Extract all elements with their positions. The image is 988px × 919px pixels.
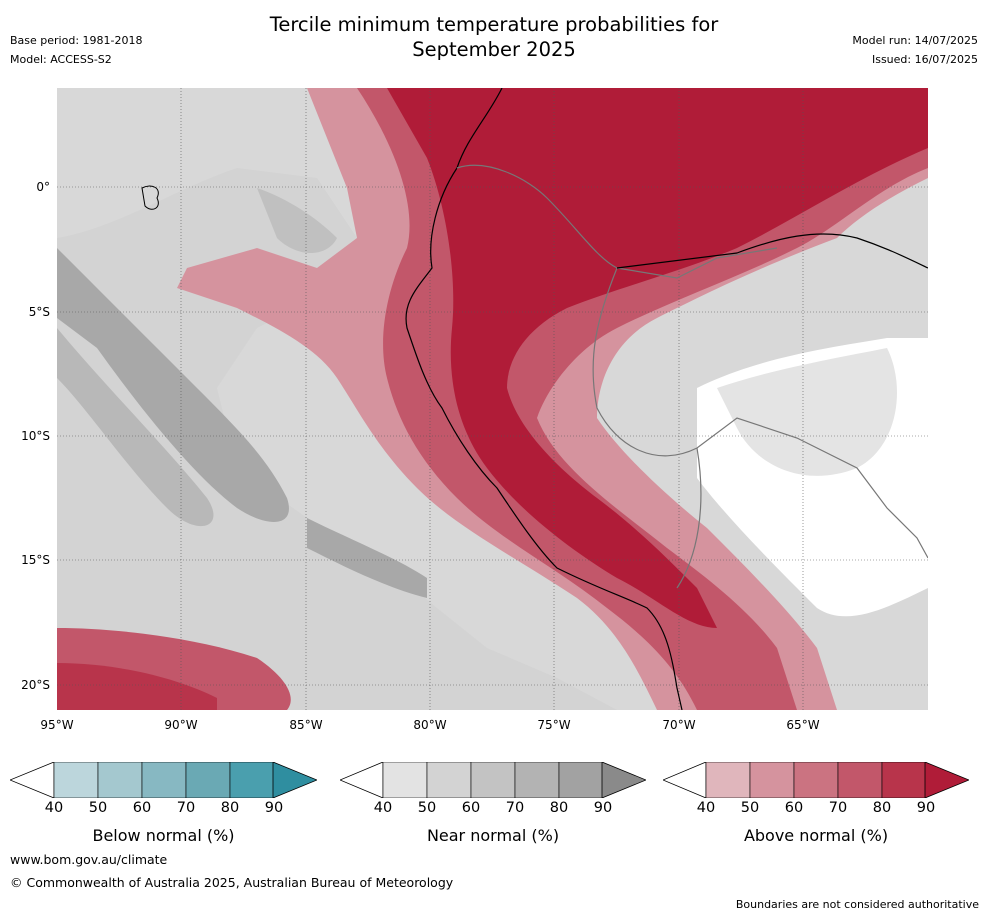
near-normal-60	[57, 328, 214, 527]
colorbar-swatch	[793, 761, 839, 799]
cbar-above-swatches	[705, 761, 927, 799]
probability-map	[57, 88, 928, 710]
colorbar-swatch	[185, 761, 231, 799]
near-normal-60b	[257, 188, 337, 253]
model-name: Model: ACCESS-S2	[10, 53, 112, 66]
colorbar-swatch	[229, 761, 275, 799]
title-line-2: September 2025	[412, 38, 576, 61]
near-normal-70	[57, 248, 289, 522]
meta-left: Base period: 1981-2018 Model: ACCESS-S2	[10, 31, 142, 69]
colorbar-near	[338, 761, 648, 799]
above-normal-90	[387, 88, 928, 628]
colorbar-above	[661, 761, 971, 799]
colorbar-swatch	[837, 761, 883, 799]
model-run: Model run: 14/07/2025	[852, 34, 978, 47]
colorbar-swatch	[470, 761, 516, 799]
cbar-near-max-arrow	[601, 761, 648, 799]
tick: 40	[44, 800, 64, 816]
cbar-above-ticks: 40 50 60 70 80 90	[691, 800, 961, 820]
base-period: Base period: 1981-2018	[10, 34, 143, 47]
colorbar-swatch	[53, 761, 99, 799]
tick: 80	[872, 800, 892, 816]
above-normal-south-80	[57, 663, 217, 710]
cbar-below-ticks: 40 50 60 70 80 90	[39, 800, 309, 820]
lat-label-15s: 15°S	[21, 553, 50, 567]
cbar-below-swatches	[53, 761, 275, 799]
lat-label-0: 0°	[36, 180, 50, 194]
amazon-river	[616, 233, 928, 269]
tick: 70	[176, 800, 196, 816]
galapagos-islands	[141, 185, 159, 210]
graticule	[57, 88, 928, 710]
tick: 50	[417, 800, 437, 816]
colorbar-swatch	[97, 761, 143, 799]
tick: 90	[916, 800, 936, 816]
lon-label-80w: 80°W	[413, 718, 447, 732]
cbar-above-max-arrow	[924, 761, 971, 799]
lat-label-5s: 5°S	[28, 305, 50, 319]
tick: 80	[549, 800, 569, 816]
tick: 80	[220, 800, 240, 816]
cbar-above-min-arrow	[661, 761, 707, 799]
tick: 60	[784, 800, 804, 816]
near-normal-50	[57, 168, 617, 710]
title-line-1: Tercile minimum temperature probabilitie…	[269, 13, 719, 36]
lon-label-70w: 70°W	[662, 718, 696, 732]
tick: 70	[828, 800, 848, 816]
colorbar-near-svg	[338, 761, 648, 799]
tick: 40	[373, 800, 393, 816]
near-normal-40-east	[717, 348, 897, 476]
colorbar-above-svg	[661, 761, 971, 799]
chart-title: Tercile minimum temperature probabilitie…	[0, 12, 988, 62]
country-borders	[456, 164, 928, 589]
cbar-near-ticks: 40 50 60 70 80 90	[368, 800, 638, 820]
colorbar-swatch	[426, 761, 472, 799]
lon-label-95w: 95°W	[40, 718, 74, 732]
lat-label-20s: 20°S	[21, 678, 50, 692]
colorbar-swatch	[382, 761, 428, 799]
issued-date: Issued: 16/07/2025	[871, 53, 978, 66]
tick: 40	[696, 800, 716, 816]
coastline	[405, 88, 683, 710]
footer-copyright: © Commonwealth of Australia 2025, Austra…	[10, 875, 454, 890]
tick: 70	[505, 800, 525, 816]
tick: 60	[461, 800, 481, 816]
near-normal-70b	[307, 518, 427, 598]
cbar-below-label: Below normal (%)	[92, 826, 235, 845]
tick: 50	[88, 800, 108, 816]
tick: 50	[740, 800, 760, 816]
lon-label-75w: 75°W	[537, 718, 571, 732]
cbar-below-min-arrow	[8, 761, 55, 799]
cbar-near-swatches	[382, 761, 604, 799]
colorbar-swatch	[514, 761, 560, 799]
cbar-near-label: Near normal (%)	[426, 826, 560, 845]
lon-label-65w: 65°W	[786, 718, 820, 732]
footer-disclaimer: Boundaries are not considered authoritat…	[735, 898, 979, 911]
map-svg	[57, 88, 928, 710]
colorbar-swatch	[749, 761, 795, 799]
colorbar-swatch	[141, 761, 187, 799]
cbar-below-max-arrow	[272, 761, 319, 799]
lon-label-90w: 90°W	[164, 718, 198, 732]
lat-label-10s: 10°S	[21, 429, 50, 443]
cbar-above-label: Above normal (%)	[743, 826, 889, 845]
colorbar-swatch	[705, 761, 751, 799]
lon-label-85w: 85°W	[289, 718, 323, 732]
tick: 90	[264, 800, 284, 816]
cbar-near-min-arrow	[338, 761, 384, 799]
colorbar-below-svg	[8, 761, 319, 799]
colorbar-swatch	[881, 761, 927, 799]
colorbar-below	[8, 761, 319, 799]
tick: 90	[593, 800, 613, 816]
footer-url: www.bom.gov.au/climate	[10, 852, 168, 867]
meta-right: Model run: 14/07/2025 Issued: 16/07/2025	[852, 31, 978, 69]
colorbar-swatch	[558, 761, 604, 799]
tick: 60	[132, 800, 152, 816]
